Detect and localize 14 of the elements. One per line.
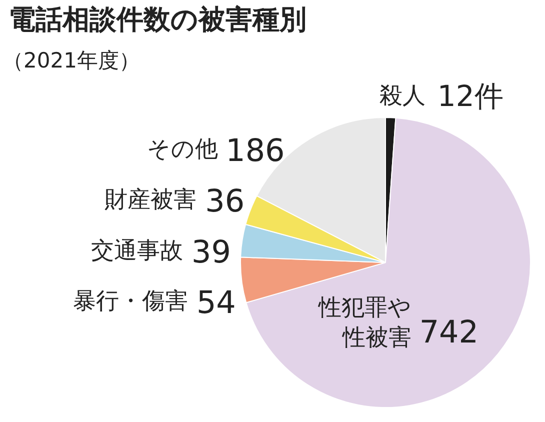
slice-label: 財産被害: [104, 187, 197, 214]
data-label: 36: [205, 184, 245, 220]
slice-label: その他: [146, 136, 218, 162]
data-label: 12件: [437, 78, 504, 113]
slice-label: 交通事故: [90, 238, 183, 264]
slice-label: 性犯罪や性被害: [317, 295, 412, 352]
slice-label: 殺人: [379, 82, 426, 109]
data-label: 39: [192, 234, 231, 270]
slice-label: 暴行・傷害: [72, 288, 188, 315]
data-label: 742: [419, 314, 478, 351]
data-label: 186: [226, 132, 285, 169]
chart-title: 電話相談件数の被害種別: [8, 4, 306, 36]
data-label: 54: [196, 285, 236, 322]
chart-subtitle: （2021年度）: [2, 48, 140, 72]
